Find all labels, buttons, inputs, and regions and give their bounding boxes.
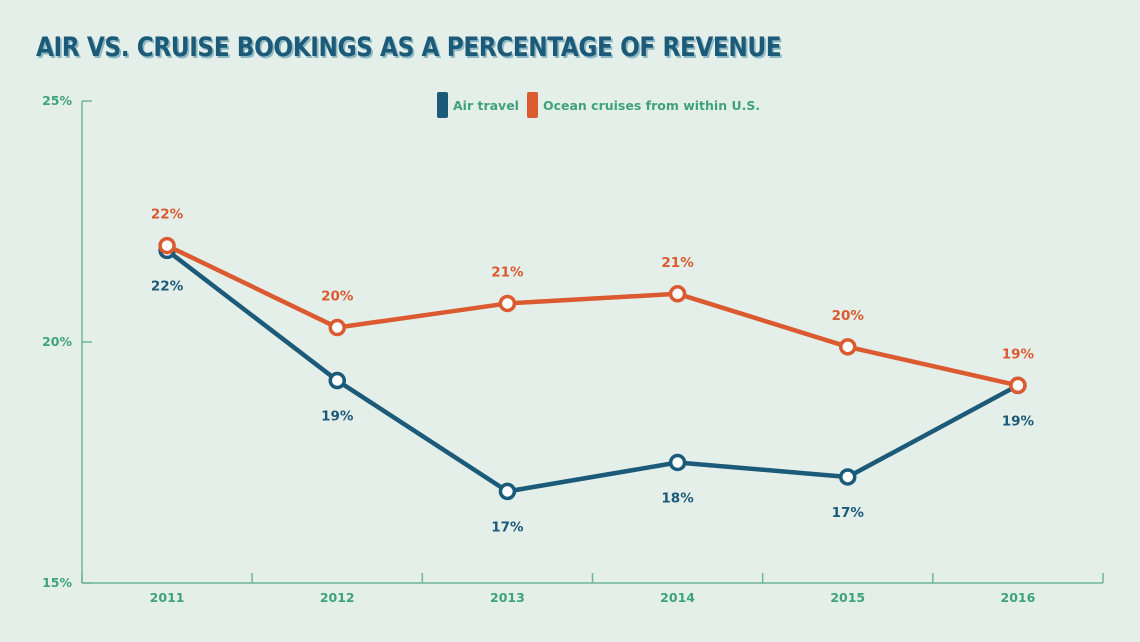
data-label-air-travel: 17% xyxy=(491,519,524,535)
data-label-air-travel: 18% xyxy=(661,491,694,507)
legend-swatch-ocean-cruises xyxy=(526,92,538,118)
data-label-ocean-cruises: 19% xyxy=(1002,346,1035,362)
data-label-ocean-cruises: 20% xyxy=(832,308,865,324)
data-label-ocean-cruises: 21% xyxy=(491,264,524,280)
legend-label-air-travel: Air travel xyxy=(453,97,519,113)
x-tick-label: 2013 xyxy=(490,590,525,605)
data-label-air-travel: 17% xyxy=(832,505,865,521)
data-point-ocean-cruises xyxy=(839,338,857,356)
data-point-air-travel xyxy=(839,468,857,486)
data-point-ocean-cruises xyxy=(328,318,346,337)
data-point-air-travel xyxy=(668,453,687,472)
x-tick-label: 2014 xyxy=(660,590,695,605)
data-point-ocean-cruises xyxy=(668,285,687,303)
data-point-ocean-cruises xyxy=(1009,376,1027,395)
legend-swatch-air-travel xyxy=(437,92,448,118)
x-tick-label: 2015 xyxy=(830,590,865,605)
data-point-ocean-cruises xyxy=(498,294,517,313)
data-point-ocean-cruises xyxy=(158,236,176,255)
x-tick-label: 2011 xyxy=(150,590,185,605)
x-tick-label: 2016 xyxy=(1001,590,1036,605)
y-tick-label: 20% xyxy=(42,334,72,349)
legend-label-ocean-cruises: Ocean cruises from within U.S. xyxy=(542,97,761,113)
y-tick-label: 15% xyxy=(42,575,72,590)
legend-item-air-travel: Air travel xyxy=(437,92,519,118)
series-line-air-travel xyxy=(164,248,1021,494)
chart-title: AIR VS. CRUISE BOOKINGS AS A PERCENTAGE … xyxy=(36,32,782,63)
legend: Air travel Ocean cruises from within U.S… xyxy=(437,92,768,118)
data-label-ocean-cruises: 20% xyxy=(321,289,354,305)
data-point-air-travel xyxy=(498,482,517,501)
data-label-air-travel: 22% xyxy=(151,278,184,294)
data-label-air-travel: 19% xyxy=(321,409,354,425)
legend-item-ocean-cruises: Ocean cruises from within U.S. xyxy=(526,92,761,118)
y-tick-label: 25% xyxy=(42,93,72,108)
data-label-ocean-cruises: 22% xyxy=(151,207,184,223)
series-line-ocean-cruises xyxy=(164,243,1021,388)
data-label-ocean-cruises: 21% xyxy=(661,255,694,271)
data-label-air-travel: 19% xyxy=(1002,413,1035,429)
x-tick-label: 2012 xyxy=(320,590,355,605)
data-point-air-travel xyxy=(328,371,346,390)
